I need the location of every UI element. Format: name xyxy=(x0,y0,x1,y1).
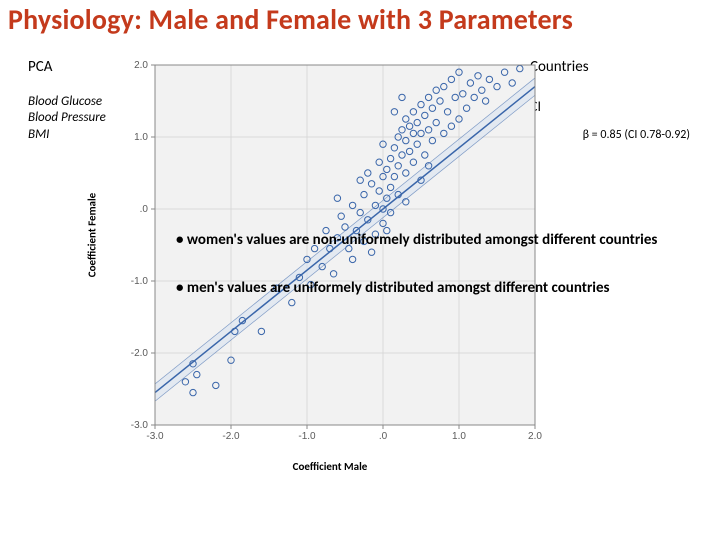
svg-text:-2.0: -2.0 xyxy=(222,431,240,442)
y-axis-label: Coefficient Female xyxy=(86,193,99,277)
svg-text:-1.0: -1.0 xyxy=(131,276,149,287)
svg-text:2.0: 2.0 xyxy=(528,431,542,442)
beta-text: β = 0.85 (CI 0.78-0.92) xyxy=(583,128,690,142)
svg-text:2.0: 2.0 xyxy=(134,60,148,71)
svg-text:1.0: 1.0 xyxy=(452,431,466,442)
countries-label: Countries xyxy=(530,58,670,76)
svg-text:-3.0: -3.0 xyxy=(146,431,164,442)
svg-text:.0: .0 xyxy=(379,431,388,442)
svg-text:.0: .0 xyxy=(140,204,149,215)
ci-label: CI xyxy=(530,98,670,115)
svg-text:1.0: 1.0 xyxy=(134,132,148,143)
svg-text:-3.0: -3.0 xyxy=(131,420,149,431)
slide-title: Physiology: Male and Female with 3 Param… xyxy=(8,2,712,37)
right-label-block: Countries CI xyxy=(530,58,670,115)
svg-text:-1.0: -1.0 xyxy=(298,431,316,442)
svg-text:-2.0: -2.0 xyxy=(131,348,149,359)
x-axis-label: Coefficient Male xyxy=(293,460,368,473)
scatter-chart: -3.0 -2.0 -1.0 .0 1.0 2.0 -3.0 -2.0 -1.0 .0 1.0 2.0 xyxy=(110,55,550,450)
